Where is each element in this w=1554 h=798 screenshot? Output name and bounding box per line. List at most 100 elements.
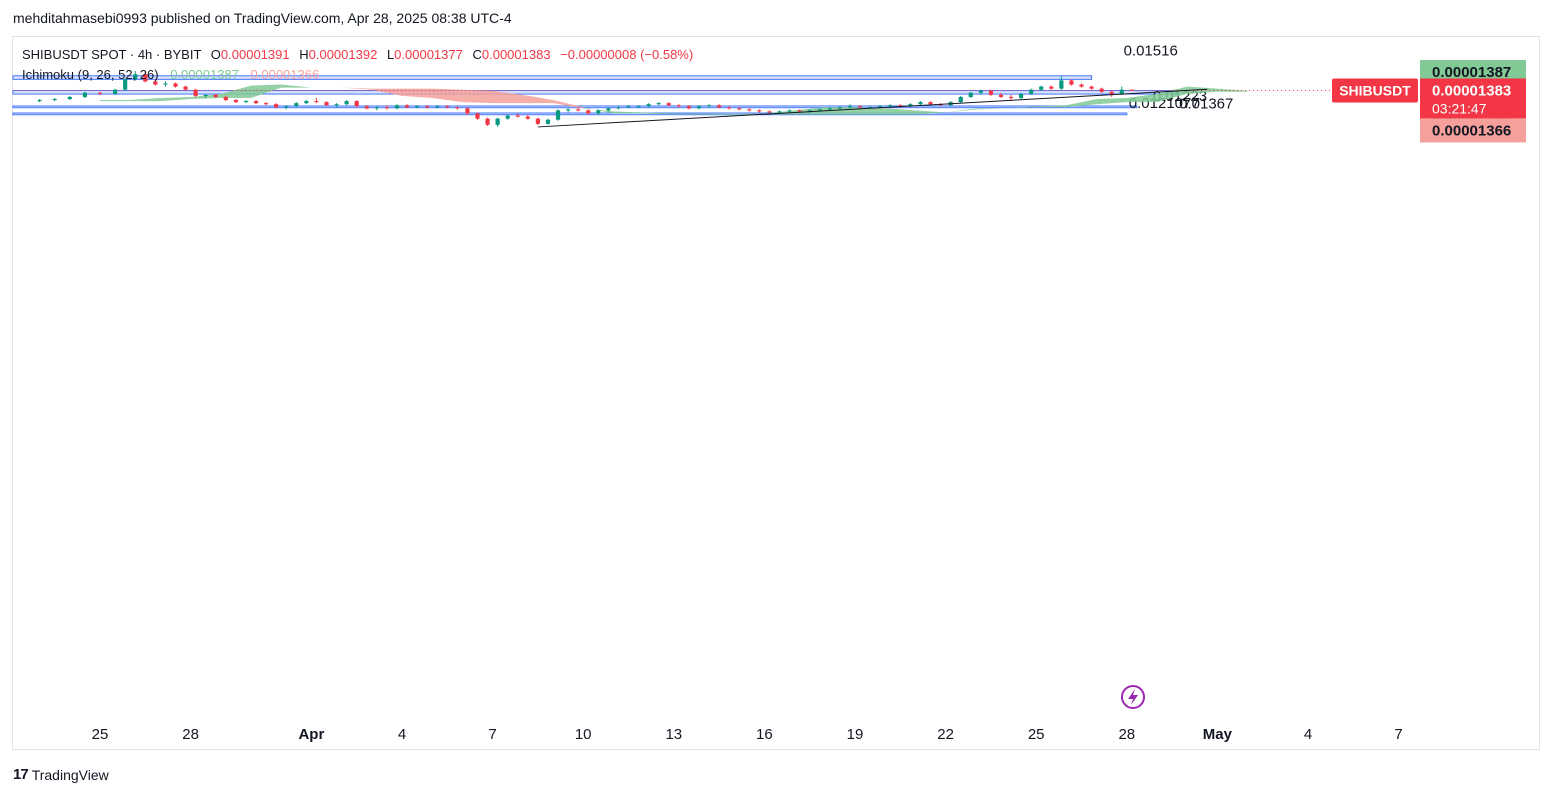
candle-body xyxy=(364,106,369,109)
candle-body xyxy=(133,74,138,80)
candle-body xyxy=(767,111,772,113)
candle-body xyxy=(908,104,913,107)
candle-body xyxy=(425,106,430,108)
candle-body xyxy=(1029,89,1034,94)
ichimoku-cloud-segment xyxy=(1036,105,1067,108)
candle-body xyxy=(727,107,732,109)
candle-body xyxy=(988,90,993,95)
x-tick-label: 4 xyxy=(1304,726,1312,743)
ichimoku-cloud-segment xyxy=(462,89,493,104)
candle-body xyxy=(888,105,893,107)
x-tick-label: 16 xyxy=(756,726,773,743)
candle-body xyxy=(586,110,591,114)
candle-body xyxy=(465,108,470,114)
ichimoku-cloud-segment xyxy=(371,88,402,96)
ichimoku-cloud-segment xyxy=(1217,88,1248,92)
candle-body xyxy=(485,118,490,125)
ichimoku-cloud-segment xyxy=(130,97,161,102)
candle-body xyxy=(686,106,691,109)
ichimoku-cloud-segment xyxy=(100,100,131,102)
candle-body xyxy=(163,83,168,85)
ichimoku-cloud-segment xyxy=(885,108,916,115)
candle-body xyxy=(445,106,450,108)
candle-body xyxy=(998,94,1004,97)
candle-body xyxy=(878,106,883,108)
candle-body xyxy=(606,108,611,111)
ichimoku-cloud-segment xyxy=(1126,93,1157,103)
x-tick-label: 7 xyxy=(488,726,496,743)
legend-low-label: L xyxy=(386,47,395,62)
ichimoku-cloud-segment xyxy=(402,88,433,98)
candle-body xyxy=(535,118,540,124)
ichimoku-cloud-segment xyxy=(734,113,765,116)
ichimoku-cloud-segment xyxy=(1066,99,1097,108)
span-a-tag-label: 0.00001387 xyxy=(1432,64,1511,81)
symbol-tag xyxy=(1332,78,1418,103)
candle-body xyxy=(233,100,238,103)
ichimoku-cloud-segment xyxy=(915,110,946,115)
candle-body xyxy=(1119,89,1124,94)
candle-body xyxy=(757,110,762,112)
candle-body xyxy=(777,111,782,113)
candle-body xyxy=(37,100,42,102)
ichimoku-cloud-segment xyxy=(432,88,463,103)
candle-body xyxy=(706,105,712,107)
candle-body xyxy=(958,96,963,103)
candle-body xyxy=(1059,80,1064,89)
candle-body xyxy=(968,92,973,97)
candle-body xyxy=(495,118,500,125)
candle-body xyxy=(1099,88,1104,92)
candle-body xyxy=(978,90,983,93)
x-tick-label: 13 xyxy=(665,726,682,743)
x-tick-label: 25 xyxy=(92,726,109,743)
legend-close: 0.00001383 xyxy=(481,47,551,62)
candle-body xyxy=(113,89,118,94)
candle-body xyxy=(284,106,289,108)
candle-body xyxy=(696,106,702,109)
last-price-tag-label: 0.00001383 xyxy=(1432,82,1511,99)
legend-symbol[interactable]: SHIBUSDT SPOT · 4h · BYBIT xyxy=(22,47,202,62)
candle-body xyxy=(123,79,128,90)
legend-open-label: O xyxy=(210,47,221,62)
candle-body xyxy=(374,107,379,109)
x-tick-label: May xyxy=(1203,726,1233,743)
zone-rect xyxy=(12,90,1178,95)
ichimoku-cloud-segment xyxy=(673,113,704,115)
span-b-tag-label: 0.00001366 xyxy=(1432,122,1511,139)
candle-body xyxy=(596,110,601,114)
candle-body xyxy=(515,115,520,117)
candle-body xyxy=(475,113,480,119)
candle-body xyxy=(334,104,339,106)
candle-body xyxy=(1069,80,1074,85)
candle-body xyxy=(646,104,651,107)
candle-body xyxy=(304,101,309,104)
candle-body xyxy=(183,86,188,90)
ichimoku-cloud-segment xyxy=(1187,86,1218,94)
ichimoku-cloud-segment xyxy=(945,108,976,113)
candle-body xyxy=(143,74,148,82)
candle-body xyxy=(636,106,641,108)
zone-rect xyxy=(12,75,1093,80)
legend-high: 0.00001392 xyxy=(308,47,378,62)
x-tick-label: 28 xyxy=(182,726,199,743)
candle-body xyxy=(274,104,279,108)
candle-body xyxy=(173,83,178,87)
candle-body xyxy=(666,103,671,106)
ichimoku-cloud-segment xyxy=(341,87,372,90)
candle-body xyxy=(827,108,832,110)
candle-body xyxy=(324,102,329,106)
legend-indicator[interactable]: Ichimoku (9, 26, 52, 26) xyxy=(22,67,159,82)
candle-body xyxy=(153,81,158,85)
candle-body xyxy=(1019,93,1024,98)
ichimoku-cloud-segment xyxy=(1006,106,1037,109)
legend: SHIBUSDT SPOT · 4h · BYBIT O0.00001391 H… xyxy=(22,45,693,85)
candle-body xyxy=(1039,86,1044,90)
candle-body xyxy=(787,110,792,112)
candle-body xyxy=(525,116,530,119)
chart-frame[interactable] xyxy=(12,36,1540,750)
legend-indicator-row: Ichimoku (9, 26, 52, 26) 0.00001387 0.00… xyxy=(22,65,693,85)
legend-high-label: H xyxy=(299,47,309,62)
candle-body xyxy=(203,94,208,96)
tradingview-logo[interactable]: ⁠17 TradingView xyxy=(13,766,109,783)
